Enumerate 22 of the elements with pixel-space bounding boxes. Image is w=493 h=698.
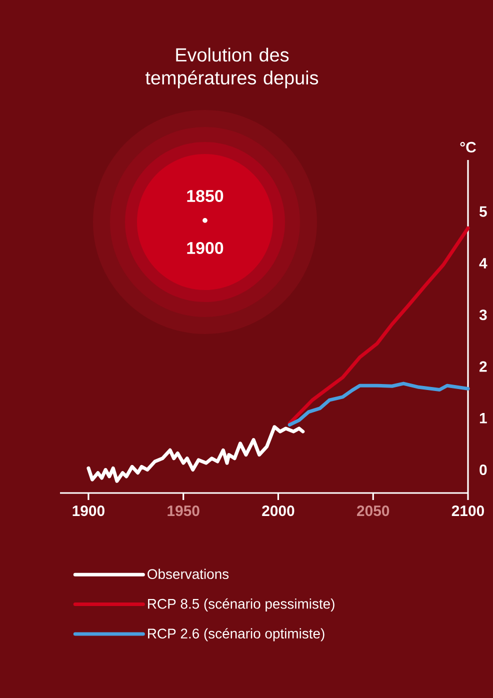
annotation: 1850 <box>187 190 224 202</box>
legend-label: Observations <box>148 568 229 580</box>
line-series <box>288 226 470 426</box>
y-tick-label: 0 <box>480 464 487 476</box>
y-tick-label: 4 <box>479 258 488 268</box>
x-tick-label: 1950 <box>168 506 200 516</box>
annotation: • <box>202 218 208 223</box>
y-tick-label: 2 <box>480 361 487 372</box>
y-tick-label: 3 <box>479 310 487 320</box>
annotation: 1900 <box>187 242 224 254</box>
line-series <box>288 382 470 427</box>
x-tick-label: 2000 <box>262 506 294 516</box>
y-tick-label: 5 <box>479 206 487 217</box>
y-axis-title: °C <box>460 142 476 152</box>
x-tick-label: 2100 <box>452 506 484 516</box>
line-series <box>86 425 305 483</box>
legend-label: RCP 8.5 (scénario pessimiste) <box>148 598 334 612</box>
x-tick-label: 1900 <box>72 506 104 516</box>
legend-label: RCP 2.6 (scénario optimiste) <box>148 628 324 642</box>
y-tick-label: 1 <box>480 412 487 424</box>
x-tick-label: 2050 <box>357 506 390 516</box>
chart-title: Evolution des températures depuis <box>145 48 318 88</box>
